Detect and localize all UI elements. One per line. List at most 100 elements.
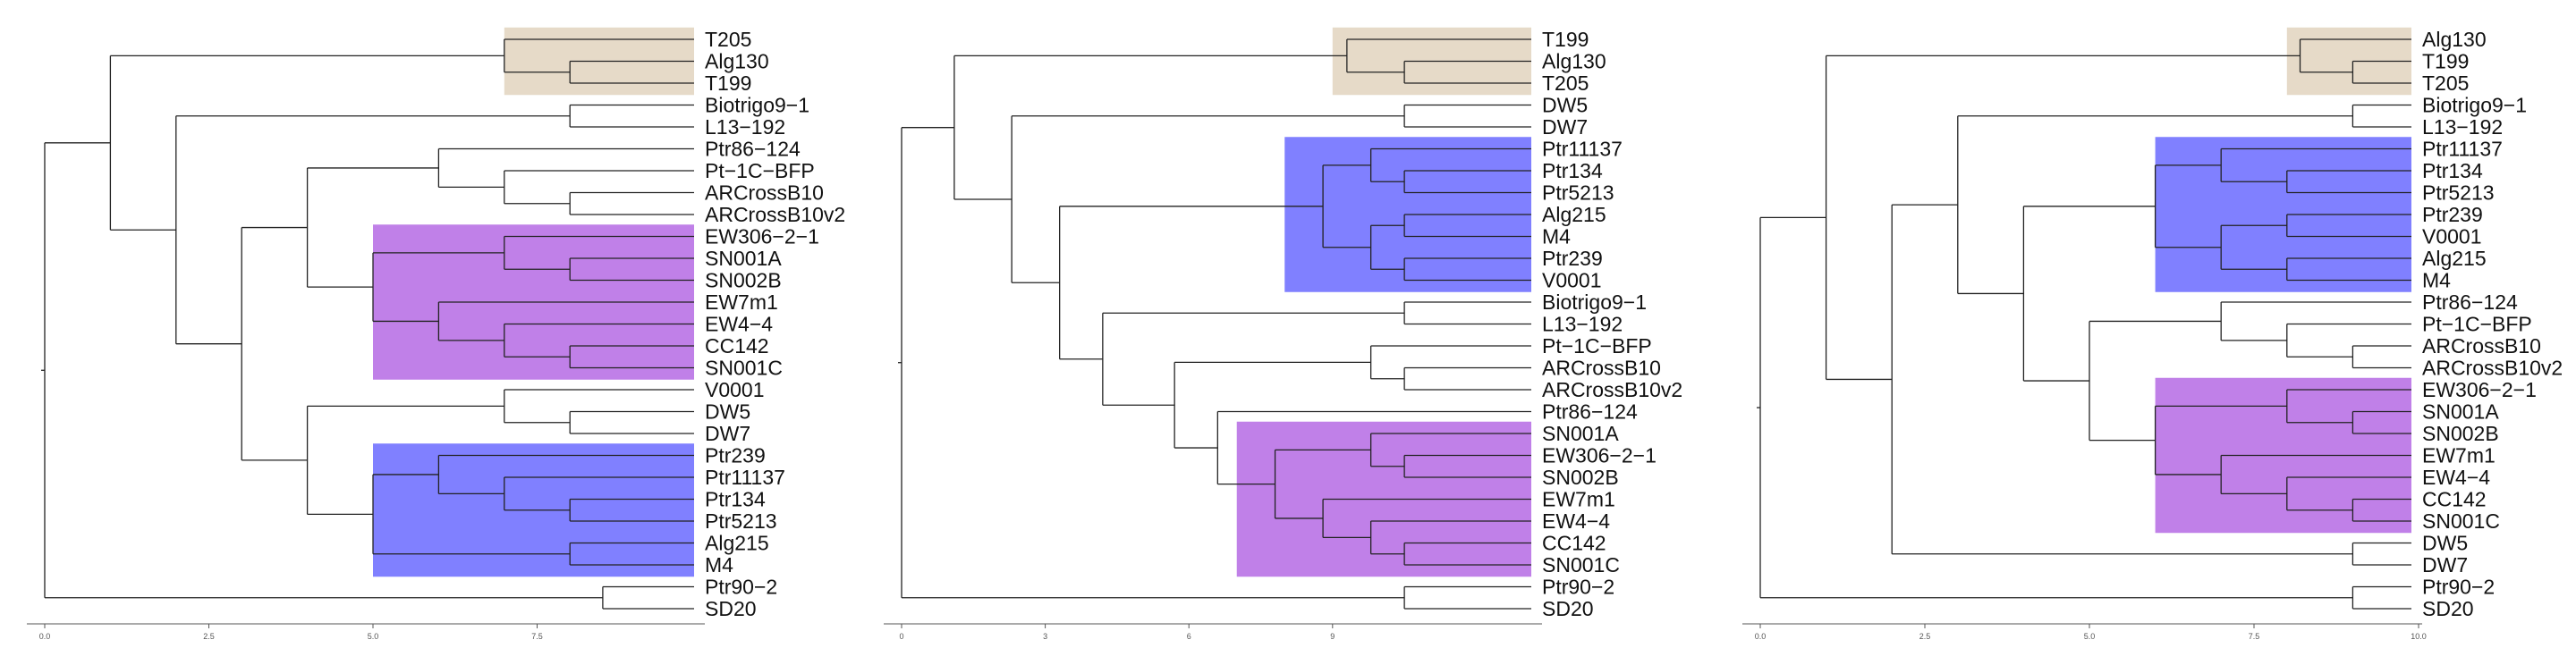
tip-label: Ptr90−2: [1542, 576, 1614, 599]
tip-label: T199: [1542, 28, 1589, 51]
tip-label: M4: [1542, 225, 1571, 248]
tip-label: DW5: [2422, 532, 2468, 555]
tip-label: Ptr239: [2422, 203, 2483, 226]
tip-label: Pt−1C−BFP: [2422, 313, 2532, 336]
tip-label: Alg215: [2422, 247, 2487, 270]
tip-label: ARCrossB10v2: [1542, 378, 1682, 401]
tip-label: SD20: [1542, 597, 1594, 620]
tip-label: Ptr239: [705, 444, 766, 467]
tick-label: 5.0: [2084, 632, 2096, 641]
tip-label: EW4−4: [705, 313, 773, 336]
branches: [898, 38, 1531, 610]
tick-label: 7.5: [531, 632, 543, 641]
tip-label: EW7m1: [705, 290, 778, 314]
tip-label: T205: [705, 28, 751, 51]
tip-label: ARCrossB10v2: [2422, 357, 2563, 380]
tip-label: L13−192: [1542, 313, 1623, 336]
tip-label: EW7m1: [2422, 444, 2496, 467]
tip-label: Ptr90−2: [2422, 576, 2495, 599]
tip-label: Ptr5213: [2422, 181, 2495, 205]
tip-label: T199: [2422, 50, 2469, 73]
tip-label: Pt−1C−BFP: [705, 159, 815, 182]
tip-label: DW7: [1542, 115, 1588, 139]
tip-label: EW306−2−1: [2422, 378, 2537, 401]
tip-labels: Alg130T199T205Biotrigo9−1L13−192Ptr11137…: [2422, 28, 2563, 620]
tip-label: V0001: [1542, 269, 1602, 292]
tip-label: EW7m1: [1542, 488, 1615, 511]
tip-label: ARCrossB10: [1542, 357, 1661, 380]
tip-label: CC142: [2422, 488, 2487, 511]
tip-labels: T199Alg130T205DW5DW7Ptr11137Ptr134Ptr521…: [1542, 28, 1682, 620]
tip-label: Alg130: [705, 50, 769, 73]
tip-label: SN002B: [2422, 422, 2499, 445]
tick-label: 10.0: [2411, 632, 2427, 641]
tip-label: T199: [705, 72, 751, 95]
tip-label: V0001: [2422, 225, 2482, 248]
tip-label: ARCrossB10v2: [705, 203, 845, 226]
tick-label: 2.5: [1919, 632, 1931, 641]
tip-label: Ptr239: [1542, 247, 1603, 270]
tip-label: M4: [705, 553, 733, 576]
tip-label: T205: [1542, 72, 1589, 95]
tip-label: SN001C: [705, 357, 783, 380]
tree-panel-3: Alg130T199T205Biotrigo9−1L13−192Ptr11137…: [1742, 27, 2563, 641]
tip-label: SN002B: [705, 269, 782, 292]
branches: [41, 38, 694, 610]
tip-label: SN001A: [705, 247, 782, 270]
tip-label: Ptr134: [2422, 159, 2483, 182]
tick-label: 0.0: [39, 632, 51, 641]
tip-label: Ptr86−124: [1542, 400, 1638, 424]
tip-label: ARCrossB10: [705, 181, 824, 205]
tip-label: DW7: [705, 422, 750, 445]
tree-panel-2: T199Alg130T205DW5DW7Ptr11137Ptr134Ptr521…: [884, 27, 1682, 641]
tip-label: EW306−2−1: [1542, 444, 1657, 467]
tip-label: Ptr134: [705, 488, 766, 511]
tip-label: SN001A: [1542, 422, 1619, 445]
tip-label: Ptr11137: [705, 466, 785, 489]
tip-label: SN001C: [2422, 509, 2500, 533]
tip-label: DW7: [2422, 553, 2468, 576]
tip-label: ARCrossB10: [2422, 334, 2541, 358]
x-axis: 0.0 2.5 5.0 7.5: [27, 623, 705, 641]
tick-label: 5.0: [368, 632, 379, 641]
tip-label: DW5: [705, 400, 750, 424]
tip-label: Ptr86−124: [705, 138, 801, 161]
tip-label: SN002B: [1542, 466, 1619, 489]
tip-label: SD20: [2422, 597, 2474, 620]
tick-label: 2.5: [203, 632, 215, 641]
tip-label: EW306−2−1: [705, 225, 819, 248]
tip-label: Alg130: [1542, 50, 1606, 73]
tip-label: EW4−4: [1542, 509, 1610, 533]
tip-label: Alg215: [1542, 203, 1606, 226]
tip-label: L13−192: [705, 115, 785, 139]
tip-label: Ptr5213: [1542, 181, 1614, 205]
tip-label: Biotrigo9−1: [2422, 94, 2527, 117]
tip-label: L13−192: [2422, 115, 2503, 139]
tip-label: SN001C: [1542, 553, 1620, 576]
tick-label: 0: [899, 632, 903, 641]
tip-label: V0001: [705, 378, 765, 401]
tip-label: M4: [2422, 269, 2451, 292]
tip-label: Ptr11137: [2422, 138, 2503, 161]
tip-label: T205: [2422, 72, 2469, 95]
tip-label: Alg215: [705, 532, 769, 555]
tip-label: Ptr86−124: [2422, 290, 2518, 314]
tip-label: Biotrigo9−1: [1542, 290, 1647, 314]
tip-label: Alg130: [2422, 28, 2487, 51]
tick-label: 9: [1330, 632, 1335, 641]
tip-label: Biotrigo9−1: [705, 94, 809, 117]
tip-label: EW4−4: [2422, 466, 2490, 489]
tip-label: CC142: [1542, 532, 1606, 555]
branches: [1757, 38, 2411, 610]
tip-labels: T205Alg130T199Biotrigo9−1L13−192Ptr86−12…: [705, 28, 845, 620]
tick-label: 6: [1187, 632, 1191, 641]
tick-label: 0.0: [1755, 632, 1767, 641]
tip-label: Ptr134: [1542, 159, 1603, 182]
tip-label: Ptr5213: [705, 509, 777, 533]
tree-panel-1: T205Alg130T199Biotrigo9−1L13−192Ptr86−12…: [27, 27, 845, 641]
tip-label: DW5: [1542, 94, 1588, 117]
x-axis: 0 3 6 9: [884, 623, 1542, 641]
tip-label: CC142: [705, 334, 769, 358]
